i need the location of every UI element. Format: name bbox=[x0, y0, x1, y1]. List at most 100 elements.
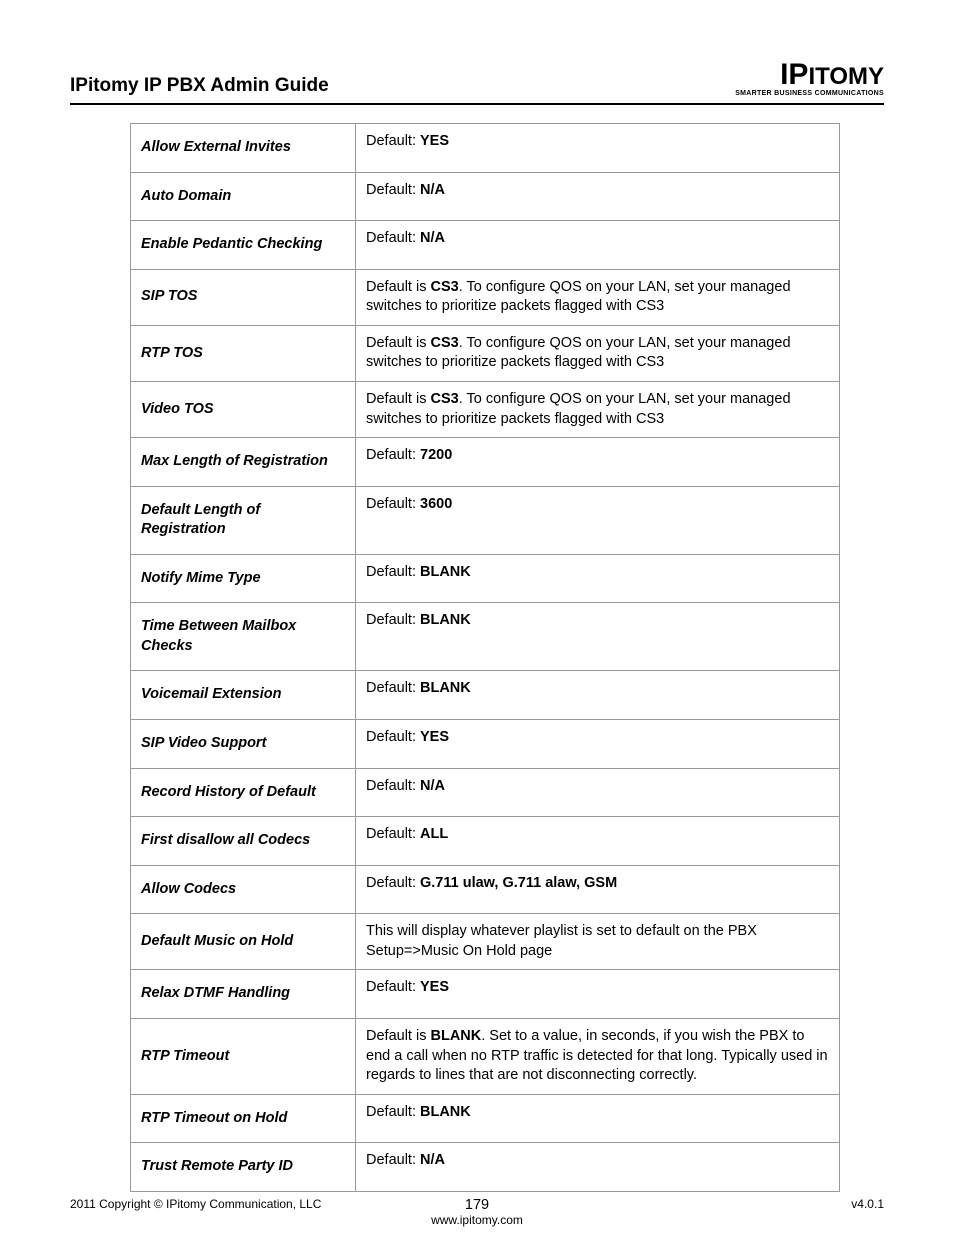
desc-bold: YES bbox=[420, 729, 449, 745]
setting-description: This will display whatever playlist is s… bbox=[356, 914, 840, 970]
table-row: Time Between Mailbox ChecksDefault: BLAN… bbox=[131, 603, 840, 671]
setting-label: Record History of Default bbox=[131, 768, 356, 817]
table-row: Trust Remote Party IDDefault: N/A bbox=[131, 1143, 840, 1192]
setting-description: Default: N/A bbox=[356, 172, 840, 221]
table-row: RTP Timeout on HoldDefault: BLANK bbox=[131, 1094, 840, 1143]
desc-pre: Default: bbox=[366, 1104, 420, 1120]
setting-label: Trust Remote Party ID bbox=[131, 1143, 356, 1192]
desc-bold: BLANK bbox=[420, 612, 471, 628]
logo-rest: ITOMY bbox=[808, 63, 884, 90]
desc-pre: Default: bbox=[366, 875, 420, 891]
table-row: Allow CodecsDefault: G.711 ulaw, G.711 a… bbox=[131, 865, 840, 914]
settings-table: Allow External InvitesDefault: YESAuto D… bbox=[130, 123, 840, 1192]
table-row: Record History of DefaultDefault: N/A bbox=[131, 768, 840, 817]
setting-description: Default: 3600 bbox=[356, 486, 840, 554]
logo-tagline: SMARTER BUSINESS COMMUNICATIONS bbox=[735, 90, 884, 97]
setting-description: Default: N/A bbox=[356, 768, 840, 817]
setting-label: Relax DTMF Handling bbox=[131, 970, 356, 1019]
setting-label: Voicemail Extension bbox=[131, 671, 356, 720]
setting-description: Default: G.711 ulaw, G.711 alaw, GSM bbox=[356, 865, 840, 914]
desc-pre: Default: bbox=[366, 230, 420, 246]
desc-bold: BLANK bbox=[420, 564, 471, 580]
setting-label: Default Music on Hold bbox=[131, 914, 356, 970]
setting-description: Default: BLANK bbox=[356, 671, 840, 720]
brand-logo: IPITOMY SMARTER BUSINESS COMMUNICATIONS bbox=[735, 60, 884, 97]
logo-ip: IP bbox=[780, 58, 808, 91]
page-number: 179 bbox=[465, 1197, 489, 1213]
table-row: Default Length of RegistrationDefault: 3… bbox=[131, 486, 840, 554]
setting-description: Default is CS3. To configure QOS on your… bbox=[356, 381, 840, 437]
desc-bold: N/A bbox=[420, 182, 445, 198]
setting-label: Max Length of Registration bbox=[131, 438, 356, 487]
desc-bold: 7200 bbox=[420, 447, 452, 463]
desc-pre: Default: bbox=[366, 133, 420, 149]
setting-description: Default: YES bbox=[356, 970, 840, 1019]
setting-label: Default Length of Registration bbox=[131, 486, 356, 554]
desc-pre: Default: bbox=[366, 447, 420, 463]
setting-description: Default is BLANK. Set to a value, in sec… bbox=[356, 1018, 840, 1094]
footer-center: 179 www.ipitomy.com bbox=[70, 1197, 884, 1227]
table-row: Video TOSDefault is CS3. To configure QO… bbox=[131, 381, 840, 437]
setting-label: RTP Timeout bbox=[131, 1018, 356, 1094]
table-row: RTP TOSDefault is CS3. To configure QOS … bbox=[131, 325, 840, 381]
table-row: First disallow all CodecsDefault: ALL bbox=[131, 817, 840, 866]
footer-version: v4.0.1 bbox=[851, 1197, 884, 1211]
page-header: IPitomy IP PBX Admin Guide IPITOMY SMART… bbox=[70, 60, 884, 105]
setting-label: SIP TOS bbox=[131, 269, 356, 325]
desc-bold: YES bbox=[420, 133, 449, 149]
settings-table-wrap: Allow External InvitesDefault: YESAuto D… bbox=[130, 123, 840, 1192]
setting-description: Default: BLANK bbox=[356, 603, 840, 671]
setting-label: Video TOS bbox=[131, 381, 356, 437]
table-row: SIP Video SupportDefault: YES bbox=[131, 720, 840, 769]
desc-bold: ALL bbox=[420, 826, 448, 842]
table-row: Enable Pedantic CheckingDefault: N/A bbox=[131, 221, 840, 270]
desc-pre: Default: bbox=[366, 612, 420, 628]
setting-label: RTP Timeout on Hold bbox=[131, 1094, 356, 1143]
desc-pre: Default: bbox=[366, 1152, 420, 1168]
setting-description: Default is CS3. To configure QOS on your… bbox=[356, 269, 840, 325]
setting-label: First disallow all Codecs bbox=[131, 817, 356, 866]
desc-bold: N/A bbox=[420, 778, 445, 794]
desc-pre: Default: bbox=[366, 826, 420, 842]
desc-bold: BLANK bbox=[430, 1028, 481, 1044]
logo-wordmark: IPITOMY bbox=[735, 60, 884, 90]
setting-label: SIP Video Support bbox=[131, 720, 356, 769]
table-row: RTP TimeoutDefault is BLANK. Set to a va… bbox=[131, 1018, 840, 1094]
setting-description: Default: N/A bbox=[356, 1143, 840, 1192]
setting-description: Default: YES bbox=[356, 124, 840, 173]
desc-pre: Default is bbox=[366, 335, 430, 351]
table-row: Notify Mime TypeDefault: BLANK bbox=[131, 554, 840, 603]
table-row: SIP TOSDefault is CS3. To configure QOS … bbox=[131, 269, 840, 325]
desc-pre: Default: bbox=[366, 496, 420, 512]
desc-bold: N/A bbox=[420, 230, 445, 246]
desc-bold: CS3 bbox=[430, 335, 458, 351]
setting-description: Default: BLANK bbox=[356, 554, 840, 603]
document-title: IPitomy IP PBX Admin Guide bbox=[70, 75, 329, 97]
setting-label: Allow Codecs bbox=[131, 865, 356, 914]
desc-pre: Default: bbox=[366, 680, 420, 696]
table-row: Relax DTMF HandlingDefault: YES bbox=[131, 970, 840, 1019]
setting-label: RTP TOS bbox=[131, 325, 356, 381]
setting-label: Allow External Invites bbox=[131, 124, 356, 173]
setting-description: Default: 7200 bbox=[356, 438, 840, 487]
footer-url: www.ipitomy.com bbox=[431, 1213, 523, 1227]
setting-label: Auto Domain bbox=[131, 172, 356, 221]
desc-pre: Default is bbox=[366, 279, 430, 295]
desc-pre: Default: bbox=[366, 979, 420, 995]
setting-description: Default: N/A bbox=[356, 221, 840, 270]
desc-bold: BLANK bbox=[420, 680, 471, 696]
desc-pre: Default: bbox=[366, 729, 420, 745]
setting-label: Time Between Mailbox Checks bbox=[131, 603, 356, 671]
desc-pre: Default: bbox=[366, 778, 420, 794]
desc-bold: BLANK bbox=[420, 1104, 471, 1120]
desc-bold: CS3 bbox=[430, 391, 458, 407]
setting-description: Default: YES bbox=[356, 720, 840, 769]
table-row: Allow External InvitesDefault: YES bbox=[131, 124, 840, 173]
desc-bold: G.711 ulaw, G.711 alaw, GSM bbox=[420, 875, 617, 891]
desc-pre: Default is bbox=[366, 1028, 430, 1044]
setting-description: Default: BLANK bbox=[356, 1094, 840, 1143]
setting-description: Default: ALL bbox=[356, 817, 840, 866]
desc-bold: YES bbox=[420, 979, 449, 995]
setting-description: Default is CS3. To configure QOS on your… bbox=[356, 325, 840, 381]
desc-bold: 3600 bbox=[420, 496, 452, 512]
